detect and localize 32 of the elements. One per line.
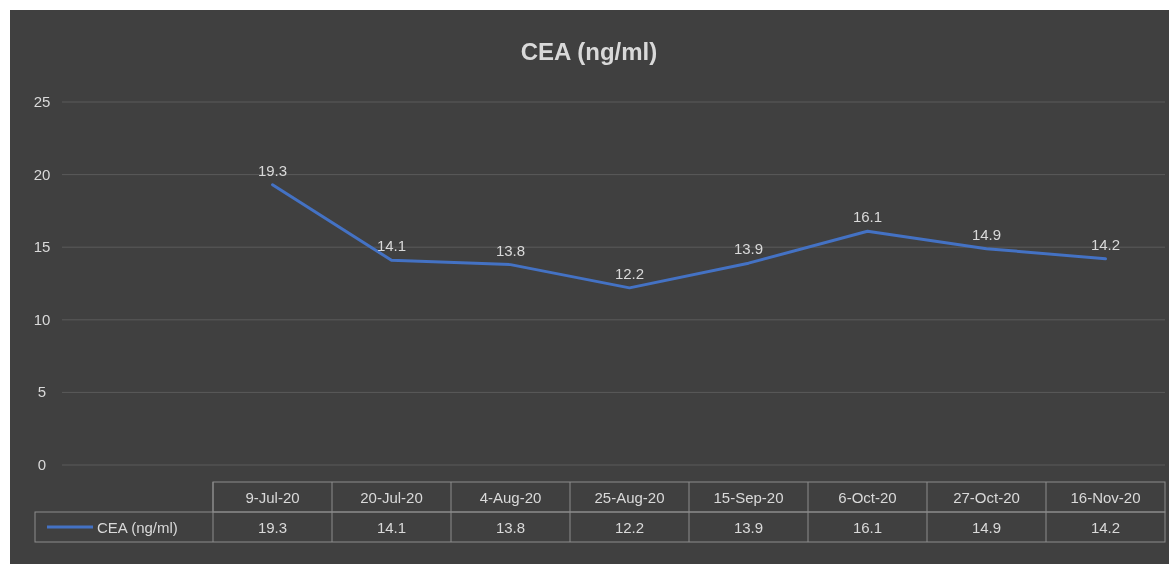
annotation: 16.1 <box>852 208 883 226</box>
x-tick-label: 20-Jul-20 <box>360 489 423 506</box>
y-tick-label: 5 <box>37 383 47 401</box>
chart-title: CEA (ng/ml) <box>520 38 658 65</box>
x-tick-label: 16-Nov-20 <box>1070 489 1141 506</box>
data-label: 14.1 <box>376 519 407 536</box>
data-label: 16.1 <box>852 519 883 536</box>
y-tick-label: 10 <box>33 310 51 328</box>
annotation: 13.9 <box>733 240 764 258</box>
y-tick-label: 25 <box>33 93 51 110</box>
data-label: 12.2 <box>614 519 645 536</box>
annotation: 14.9 <box>971 225 1002 243</box>
x-tick-label: 25-Aug-20 <box>594 489 665 506</box>
x-tick-label: 9-Jul-20 <box>245 489 300 506</box>
annotation: 14.2 <box>1090 235 1121 253</box>
legend-label: CEA (ng/ml) <box>97 519 178 536</box>
x-tick-label: 4-Aug-20 <box>479 489 542 506</box>
data-label: 13.9 <box>733 519 764 536</box>
data-label: 19.3 <box>257 519 288 536</box>
annotation: 19.3 <box>257 161 288 179</box>
data-label: 14.2 <box>1090 519 1121 536</box>
data-label: 14.9 <box>971 519 1002 536</box>
x-tick-label: 27-Oct-20 <box>953 489 1020 506</box>
x-tick-label: 6-Oct-20 <box>838 489 897 506</box>
annotation: 14.1 <box>376 237 407 255</box>
annotation: 12.2 <box>614 264 645 282</box>
y-tick-label: 0 <box>37 456 47 473</box>
data-label: 13.8 <box>495 519 526 536</box>
x-tick-label: 15-Sep-20 <box>713 489 784 506</box>
y-tick-label: 20 <box>33 165 51 183</box>
annotation: 13.8 <box>495 241 526 259</box>
y-tick-label: 15 <box>33 238 51 256</box>
